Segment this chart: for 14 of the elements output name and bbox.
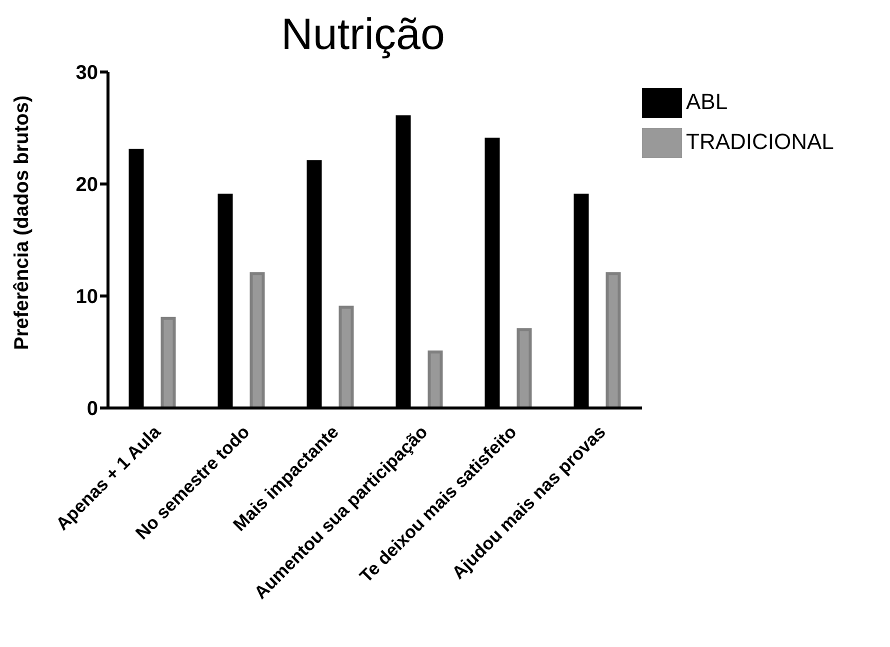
y-axis-title: Preferência (dados brutos)	[11, 95, 34, 350]
bar	[338, 306, 354, 408]
bar	[160, 316, 176, 408]
legend-label: TRADICIONAL	[686, 128, 834, 154]
y-tick-label: 10	[76, 286, 98, 308]
y-tick-label: 0	[86, 398, 98, 420]
legend-label: ABL	[686, 88, 728, 114]
bar	[606, 272, 621, 408]
bar	[428, 350, 443, 408]
bar	[250, 272, 265, 408]
chart-title: Nutrição	[280, 10, 446, 60]
bar	[516, 328, 532, 408]
y-tick-label: 30	[76, 62, 98, 84]
y-tick-label: 20	[76, 174, 98, 196]
